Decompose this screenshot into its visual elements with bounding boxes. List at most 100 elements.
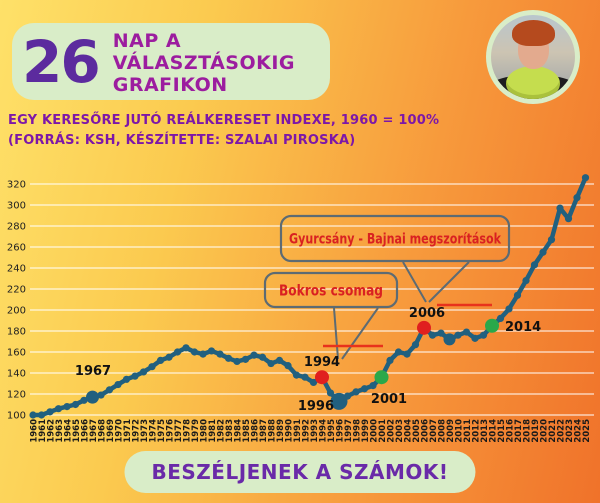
- data-point: [190, 348, 199, 356]
- data-point: [267, 359, 275, 368]
- x-tick-label: 2021: [548, 419, 558, 443]
- callout-text: Bokros csomag: [279, 281, 383, 299]
- x-tick-label: 2016: [506, 419, 516, 443]
- data-point: [29, 411, 37, 419]
- data-point: [71, 400, 80, 409]
- x-tick-label: 1966: [81, 419, 91, 443]
- x-tick-label: 2001: [378, 419, 388, 443]
- x-tick-label: 1989: [276, 419, 286, 443]
- data-point: [275, 356, 284, 364]
- real-wage-index-chart: 100 120 140 160 180 200 220 240 260 280 300 320 1960…: [7, 174, 594, 443]
- data-point: [505, 305, 513, 313]
- data-point: [352, 388, 360, 396]
- x-tick-label: 1961: [38, 419, 48, 443]
- data-point: [258, 353, 267, 361]
- y-tick-label: 280: [7, 222, 26, 233]
- data-point: [394, 348, 403, 356]
- x-tick-label: 1993: [310, 419, 320, 443]
- x-tick-label: 1994: [319, 419, 329, 443]
- callout-text: Gyurcsány - Bajnai megszorítások: [289, 232, 502, 248]
- marker-label-1967: 1967: [75, 364, 111, 379]
- chart-source: (FORRÁS: KSH, KÉSZÍTETTE: SZALAI PIROSKA…: [8, 133, 356, 148]
- marker-label-2001: 2001: [371, 392, 407, 407]
- callout-bokros: Bokros csomag: [263, 271, 399, 360]
- data-point: [97, 391, 105, 399]
- data-point: [207, 347, 216, 355]
- data-point: [564, 215, 573, 223]
- data-point: [479, 331, 488, 339]
- x-tick-label: 1990: [285, 419, 295, 443]
- data-point: [37, 411, 46, 419]
- x-tick-label: 1982: [217, 419, 227, 443]
- data-point: [513, 291, 522, 299]
- x-tick-label: 2025: [582, 419, 592, 443]
- data-point: [530, 261, 539, 269]
- x-tick-label: 1972: [132, 419, 142, 443]
- data-point: [173, 348, 182, 356]
- header-title-line1: NAP A VÁLASZTÁSOKIG: [112, 29, 296, 74]
- y-tick-label: 120: [7, 390, 26, 401]
- data-point: [309, 378, 318, 387]
- x-tick-label: 1978: [183, 419, 193, 443]
- x-tick-label: 1996: [336, 419, 346, 443]
- y-tick-label: 220: [7, 285, 26, 296]
- data-point: [165, 353, 173, 361]
- y-tick-label: 180: [7, 327, 26, 338]
- x-tick-label: 1973: [140, 419, 150, 443]
- y-tick-label: 200: [7, 306, 26, 317]
- data-point: [462, 328, 471, 336]
- x-tick-label: 2024: [574, 419, 584, 443]
- data-point: [114, 380, 122, 389]
- marker-label-1994: 1994: [304, 355, 340, 370]
- x-tick-label: 2008: [438, 419, 448, 443]
- x-tick-label: 1979: [191, 419, 201, 443]
- marker-1967: [86, 390, 99, 404]
- x-tick-label: 2012: [472, 419, 482, 443]
- x-tick-label: 2005: [412, 419, 422, 443]
- x-tick-label: 2015: [497, 419, 507, 443]
- y-tick-label: 100: [7, 411, 26, 422]
- marker-2001: [374, 370, 389, 385]
- x-tick-label: 2002: [387, 419, 397, 443]
- marker-label-2014: 2014: [505, 320, 541, 335]
- header-badge: 26 NAP A VÁLASZTÁSOKIG GRAFIKON: [12, 23, 330, 100]
- data-point: [284, 362, 292, 370]
- data-point: [80, 396, 88, 404]
- header-title: NAP A VÁLASZTÁSOKIG GRAFIKON: [113, 30, 330, 96]
- highlighted-points: 1967 1994 1996 2001 2006 2014: [75, 306, 541, 414]
- x-tick-label: 1971: [123, 419, 133, 443]
- x-tick-label: 1995: [327, 419, 337, 443]
- data-point: [182, 344, 190, 352]
- data-point: [105, 386, 114, 394]
- x-tick-label: 1965: [72, 419, 82, 443]
- footer-banner: BESZÉLJENEK A SZÁMOK!: [124, 451, 476, 493]
- x-tick-label: 1986: [251, 419, 261, 443]
- callout-box: [279, 214, 511, 263]
- data-point: [122, 375, 131, 383]
- x-tick-label: 2013: [480, 419, 490, 443]
- data-point: [63, 403, 71, 411]
- callout-box: [263, 271, 399, 309]
- y-tick-label: 160: [7, 348, 26, 359]
- portrait-photo: [491, 15, 575, 99]
- callout-tail: [341, 307, 379, 360]
- x-tick-label: 2003: [395, 419, 405, 443]
- x-tick-label: 1962: [47, 419, 57, 443]
- x-tick-label: 1974: [149, 419, 159, 443]
- header-title-line2: GRAFIKON: [112, 73, 228, 96]
- x-tick-label: 2014: [489, 419, 499, 443]
- x-tick-label: 1970: [115, 419, 125, 443]
- data-point: [369, 382, 377, 390]
- x-tick-label: 2006: [421, 419, 431, 443]
- x-tick-label: 1997: [344, 419, 354, 443]
- x-tick-label: 1980: [200, 419, 210, 443]
- y-axis-labels: 100 120 140 160 180 200 220 240 260 280 300 320: [7, 180, 26, 422]
- data-point: [454, 331, 462, 339]
- x-tick-label: 2011: [463, 419, 473, 443]
- chart-title: EGY KERESŐRE JUTÓ REÁLKERESET INDEXE, 19…: [8, 113, 440, 128]
- marker-2014: [485, 318, 499, 333]
- x-tick-label: 1964: [64, 419, 74, 443]
- data-point: [573, 194, 581, 202]
- x-tick-label: 1984: [234, 419, 244, 443]
- avatar: [486, 10, 580, 104]
